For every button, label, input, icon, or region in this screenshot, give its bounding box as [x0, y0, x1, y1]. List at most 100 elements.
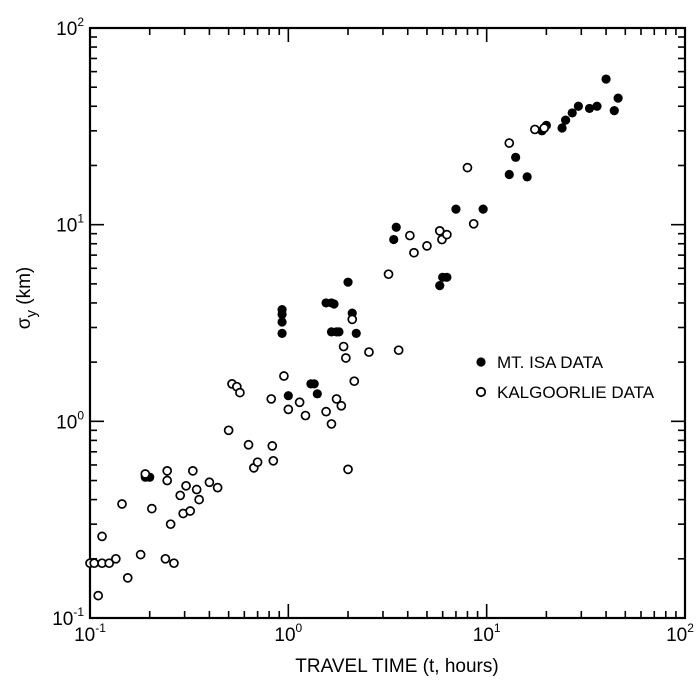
data-point-kalgoorlie [93, 590, 104, 601]
series-kalgoorlie [85, 123, 550, 601]
data-point-kalgoorlie [331, 394, 342, 404]
data-point-kalgoorlie [539, 123, 550, 133]
data-point-mt-isa [609, 106, 619, 116]
data-point-mt-isa [334, 327, 344, 337]
x-axis-label: TRAVEL TIME (t, hours) [295, 656, 498, 677]
data-point-mt-isa [283, 391, 293, 401]
data-point-kalgoorlie [97, 531, 107, 542]
data-point-kalgoorlie [462, 162, 473, 173]
data-point-mt-isa [435, 280, 445, 291]
data-point-mt-isa [511, 152, 521, 162]
data-point-kalgoorlie [110, 553, 121, 564]
data-point-mt-isa [522, 172, 532, 182]
data-point-mt-isa [351, 328, 361, 338]
data-point-kalgoorlie [364, 347, 374, 357]
data-point-kalgoorlie [243, 439, 254, 450]
data-point-kalgoorlie [181, 480, 191, 491]
x-tick-label: 102 [666, 621, 694, 646]
data-point-kalgoorlie [294, 397, 305, 408]
data-point-kalgoorlie [336, 400, 347, 411]
data-point-kalgoorlie [422, 241, 432, 251]
data-point-mt-isa [613, 93, 623, 103]
data-point-mt-isa [573, 101, 583, 111]
data-point-mt-isa [601, 74, 611, 84]
data-point-kalgoorlie [212, 482, 223, 493]
data-point-kalgoorlie [140, 469, 151, 479]
data-point-mt-isa [277, 309, 287, 319]
data-point-kalgoorlie [162, 466, 173, 476]
plot-frame [88, 26, 687, 620]
data-point-mt-isa [391, 222, 401, 232]
data-point-kalgoorlie [321, 406, 331, 417]
legend-label-mt-isa: MT. ISA DATA [497, 353, 604, 372]
y-tick-label: 100 [56, 408, 84, 433]
data-point-kalgoorlie [122, 573, 133, 583]
data-point-mt-isa [277, 328, 287, 338]
data-point-mt-isa [312, 389, 322, 399]
data-point-kalgoorlie [266, 394, 277, 404]
data-point-kalgoorlie [393, 345, 404, 356]
y-axis-label: σy (km) [14, 267, 40, 330]
data-point-kalgoorlie [283, 404, 294, 415]
data-point-kalgoorlie [175, 490, 186, 501]
data-point-mt-isa [343, 277, 353, 287]
data-point-kalgoorlie [89, 558, 100, 569]
data-point-kalgoorlie [530, 124, 540, 135]
data-point-mt-isa [451, 204, 461, 214]
data-point-kalgoorlie [347, 314, 358, 325]
data-point-kalgoorlie [442, 229, 452, 240]
data-point-kalgoorlie [279, 371, 289, 381]
plot-border [88, 26, 687, 620]
data-point-kalgoorlie [169, 558, 179, 569]
data-point-kalgoorlie [338, 341, 349, 352]
legend-label-kalgoorlie: KALGOORLIE DATA [497, 383, 655, 402]
data-point-kalgoorlie [223, 425, 234, 436]
data-point-kalgoorlie [341, 353, 351, 363]
data-point-mt-isa [277, 317, 287, 327]
data-point-mt-isa [584, 103, 595, 114]
legend: MT. ISA DATA KALGOORLIE DATA [475, 353, 655, 402]
legend-marker-kalgoorlie [475, 386, 487, 398]
data-point-mt-isa [557, 123, 567, 133]
data-point-kalgoorlie [162, 475, 173, 486]
data-point-kalgoorlie [160, 553, 171, 564]
data-point-mt-isa [478, 204, 488, 214]
axis-ticks [89, 27, 686, 619]
data-point-kalgoorlie [267, 441, 278, 451]
legend-marker-mt-isa [476, 357, 486, 367]
data-point-kalgoorlie [191, 484, 202, 495]
data-point-kalgoorlie [504, 138, 515, 148]
data-point-kalgoorlie [165, 519, 176, 530]
data-point-mt-isa [329, 299, 339, 309]
data-point-kalgoorlie [135, 549, 146, 560]
data-point-kalgoorlie [235, 387, 245, 398]
data-point-kalgoorlie [194, 494, 204, 505]
data-point-kalgoorlie [383, 269, 394, 280]
x-tick-label: 10-1 [74, 621, 106, 646]
data-point-kalgoorlie [349, 376, 360, 387]
y-tick-label: 102 [56, 15, 84, 40]
x-tick-label: 101 [473, 621, 501, 646]
data-point-kalgoorlie [185, 506, 196, 516]
data-points [85, 74, 623, 601]
y-tick-label: 101 [56, 212, 84, 237]
data-point-kalgoorlie [104, 558, 115, 569]
data-point-kalgoorlie [204, 477, 215, 488]
data-point-kalgoorlie [409, 247, 419, 258]
data-point-kalgoorlie [468, 218, 479, 229]
data-point-kalgoorlie [187, 466, 198, 476]
x-tick-labels: 10-1 100 101 102 [74, 621, 694, 646]
data-point-mt-isa [442, 272, 452, 282]
data-point-kalgoorlie [343, 464, 353, 475]
data-point-mt-isa [567, 108, 577, 118]
data-point-kalgoorlie [300, 410, 311, 421]
data-point-kalgoorlie [252, 457, 263, 468]
data-point-kalgoorlie [434, 226, 445, 236]
data-point-kalgoorlie [117, 499, 127, 509]
series-mt-isa [140, 74, 623, 482]
data-point-kalgoorlie [405, 230, 415, 241]
data-point-kalgoorlie [326, 419, 337, 429]
data-point-kalgoorlie [146, 503, 157, 514]
